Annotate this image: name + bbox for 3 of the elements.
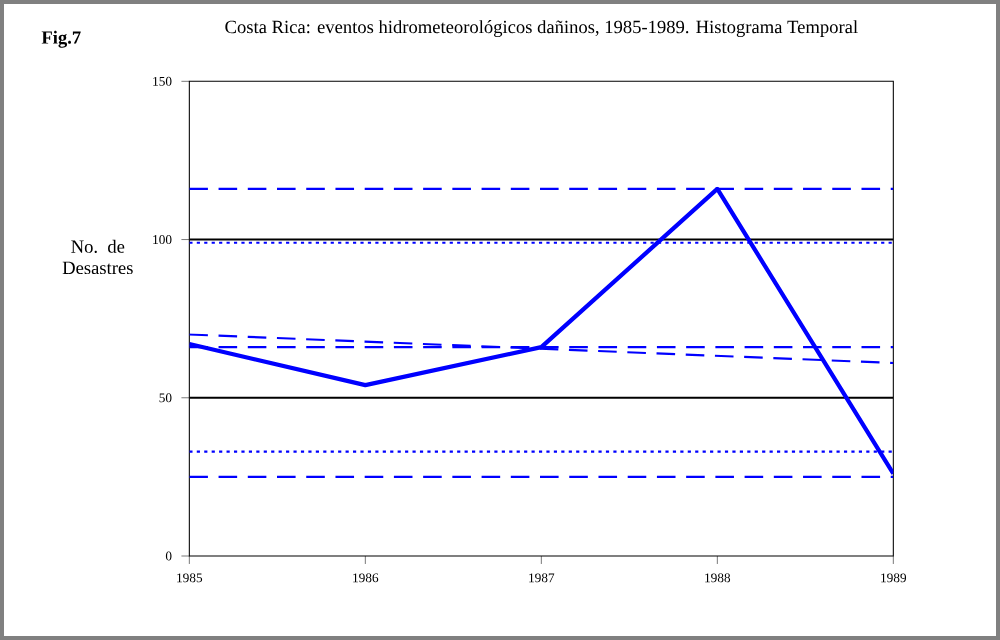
chart-title: Costa Rica: eventos hidrometeorológicos dañinos, 1985-1989. Histograma Temporal (225, 20, 858, 37)
y-axis-title: No. de Desastres (62, 239, 133, 275)
caption: Fig.7 (41, 30, 81, 48)
